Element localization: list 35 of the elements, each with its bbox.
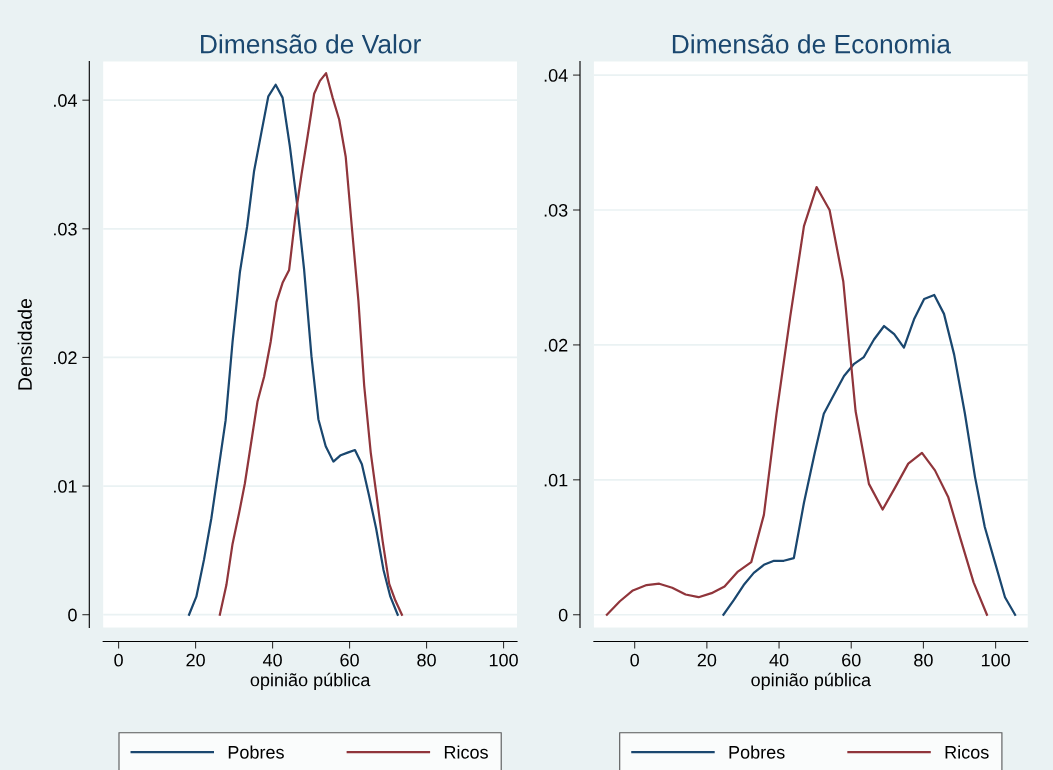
x-tick-label: 60 (340, 653, 359, 667)
legend-label: Ricos (945, 745, 989, 759)
x-tick-label: 0 (630, 653, 639, 667)
x-axis-title: opinião pública (751, 672, 872, 690)
y-tick-label: 0 (68, 608, 77, 622)
x-tick-label: 60 (842, 653, 861, 667)
y-tick-label: .03 (54, 222, 77, 236)
y-tick-label: .04 (544, 69, 568, 82)
x-tick-label: 80 (914, 653, 933, 667)
y-tick-label: 0 (558, 608, 568, 622)
x-tick-label: 0 (114, 653, 123, 667)
chart-title: Dimensão de Valor (201, 34, 421, 54)
line-series (605, 185, 989, 616)
line-series (722, 293, 1017, 616)
chart-title: Dimensão de Economia (672, 34, 951, 54)
y-tick-label: .01 (54, 480, 77, 493)
x-tick-label: 20 (186, 653, 205, 667)
x-tick-label: 20 (697, 653, 717, 667)
x-tick-label: 100 (981, 653, 1010, 667)
y-tick-label: .01 (544, 473, 568, 487)
x-tick-label: 40 (769, 653, 789, 667)
x-axis-title: opinião pública (250, 672, 371, 690)
y-tick-label: .03 (544, 203, 568, 217)
legend-label: Ricos (444, 745, 488, 759)
y-tick-label: .04 (54, 94, 77, 107)
y-axis-title: Densidade (17, 298, 32, 390)
line-series (187, 83, 399, 616)
x-tick-label: 100 (489, 653, 518, 667)
legend-label: Pobres (228, 745, 284, 759)
line-series (218, 72, 404, 616)
x-tick-label: 80 (417, 653, 436, 667)
y-tick-label: .02 (54, 351, 77, 365)
legend-label: Pobres (729, 745, 785, 759)
x-tick-label: 40 (262, 653, 282, 667)
y-tick-label: .02 (544, 338, 568, 352)
